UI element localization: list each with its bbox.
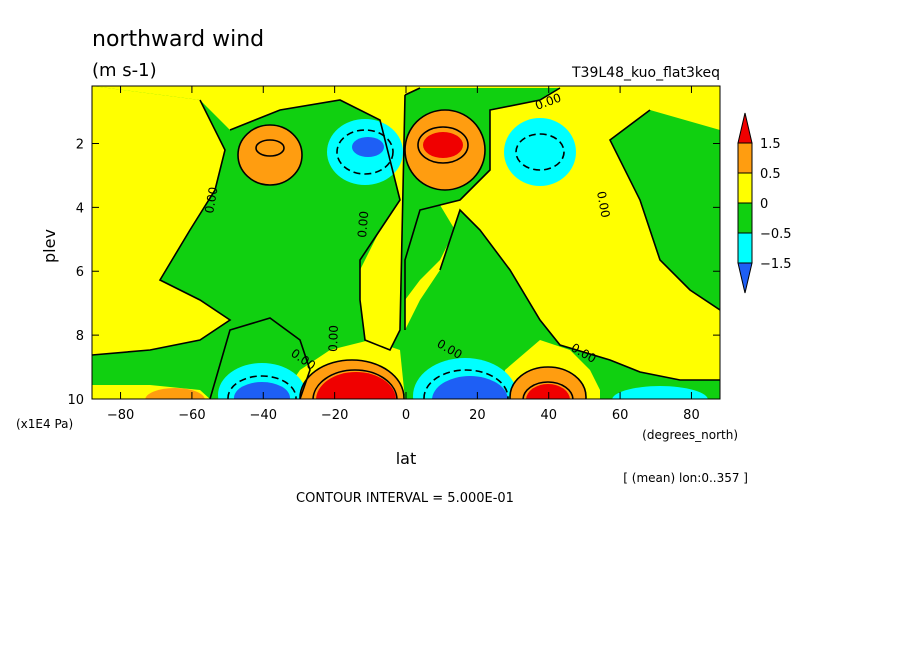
y-tick-label: 4: [76, 201, 84, 216]
plot-area: 0.00 0.00 0.00 0.00 0.00 0.00 0.00 0.00 …: [67, 85, 721, 423]
bottom-orange-right: [510, 367, 586, 399]
y-axis: 2 4 6 8 10: [67, 137, 720, 408]
x-tick-label: 40: [540, 408, 557, 423]
maximum-nh-upper-left: [238, 125, 302, 185]
bottom-red-center-left: [316, 372, 396, 399]
x-tick-label: −80: [107, 408, 134, 423]
y-tick-label: 8: [76, 329, 84, 344]
x-tick-label: 0: [402, 408, 410, 423]
contour-lines: [92, 87, 720, 399]
colorbar-label: 0: [760, 197, 768, 212]
x-axis: −80 −60 −40 −20 0 20 40 60 80: [107, 86, 700, 423]
maximum-red-upper-center: [423, 132, 463, 158]
colorbar-label: −1.5: [760, 257, 792, 272]
contour-label: 0.00: [594, 190, 612, 219]
x-axis-title: lat: [396, 449, 417, 468]
chart-title: northward wind: [92, 27, 264, 52]
contour-label: 0.00: [355, 210, 371, 238]
colorbar-swatch: [737, 112, 753, 144]
bottom-cyan-far-right: [612, 386, 708, 399]
x-tick-label: −40: [250, 408, 277, 423]
mean-note: [ (mean) lon:0..357 ]: [623, 471, 748, 485]
bottom-blue-center-right: [432, 376, 508, 399]
negative-pocket-left: [330, 215, 380, 290]
colorbar-swatch: [737, 142, 753, 174]
negative-pocket-center: [405, 205, 455, 300]
chart-units: (m s-1): [92, 60, 157, 81]
y-tick-label: 10: [67, 393, 84, 408]
colorbar-label: 1.5: [760, 137, 781, 152]
positive-region-left: [92, 86, 230, 355]
colorbar-swatch: [737, 172, 753, 204]
y-tick-label: 6: [76, 265, 84, 280]
x-axis-units: (degrees_north): [642, 428, 738, 442]
y-axis-title: plev: [40, 229, 59, 263]
y-tick-label: 2: [76, 137, 84, 152]
minimum-upper-right: [504, 118, 576, 186]
x-tick-label: 80: [683, 408, 700, 423]
colorbar-swatch: [737, 232, 753, 264]
colorbar-swatch: [737, 262, 753, 294]
x-tick-label: −60: [178, 408, 205, 423]
contour-label: 0.00: [326, 325, 341, 352]
bottom-red-right: [526, 384, 570, 399]
colorbar-label: −0.5: [760, 227, 792, 242]
minimum-blue-upper-left: [352, 137, 384, 157]
bottom-orange-far-left: [145, 388, 205, 399]
y-axis-units: (x1E4 Pa): [16, 417, 73, 431]
bottom-blue-left: [234, 382, 290, 399]
positive-region-right-lower: [600, 300, 720, 380]
x-tick-label: −20: [321, 408, 348, 423]
contour-label: 0.00: [202, 186, 220, 215]
x-tick-label: 60: [612, 408, 629, 423]
negative-contour-lines: [227, 129, 565, 399]
colorbar-label: 0.5: [760, 167, 781, 182]
contour-interval: CONTOUR INTERVAL = 5.000E-01: [296, 491, 514, 506]
colorbar: 1.5 0.5 0 −0.5 −1.5: [737, 112, 792, 294]
colorbar-swatch: [737, 202, 753, 234]
contour-labels: 0.00 0.00 0.00 0.00 0.00 0.00 0.00 0.00: [202, 91, 612, 373]
run-label: T39L48_kuo_flat3keq: [571, 65, 720, 81]
x-tick-label: 20: [469, 408, 486, 423]
